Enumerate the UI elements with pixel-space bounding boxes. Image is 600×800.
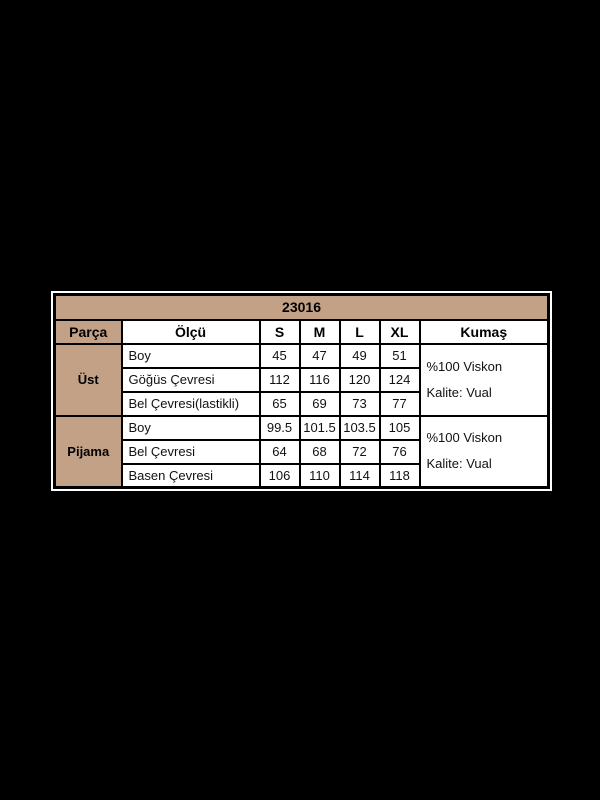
fabric-quality: Kalite: Vual: [426, 384, 492, 400]
product-code: 23016: [53, 293, 550, 321]
column-header-size-l: L: [338, 318, 381, 345]
size-value: 77: [378, 390, 421, 417]
size-value: 51: [378, 342, 421, 369]
column-header-size-xl: XL: [378, 318, 421, 345]
size-value: 105: [378, 414, 421, 441]
column-header-part: Parça: [53, 318, 123, 345]
table-row-code: 23016: [53, 293, 550, 321]
size-value: 101.5: [298, 414, 341, 441]
table-row: Bel Çevresi 64 68 72 76: [55, 438, 549, 465]
size-value: 114: [338, 462, 381, 489]
measure-label: Bel Çevresi(lastikli): [120, 390, 261, 417]
fabric-cell-pijama: %100 Viskon Kalite: Vual: [418, 414, 550, 489]
measure-label: Boy: [120, 342, 261, 369]
size-value: 110: [298, 462, 341, 489]
size-value: 120: [338, 366, 381, 393]
group-label-pijama: Pijama: [53, 414, 123, 489]
size-value: 73: [338, 390, 381, 417]
measure-label: Basen Çevresi: [120, 462, 261, 489]
table-row: Göğüs Çevresi 112 116 120 124: [55, 366, 549, 393]
column-header-fabric: Kumaş: [418, 318, 550, 345]
size-table: 23016 Parça Ölçü S M L XL Kumaş Üst Boy …: [53, 293, 551, 489]
size-value: 116: [298, 366, 341, 393]
size-value: 47: [298, 342, 341, 369]
table-row: Basen Çevresi 106 110 114 118: [55, 462, 549, 489]
size-value: 65: [258, 390, 301, 417]
size-value: 69: [298, 390, 341, 417]
fabric-quality: Kalite: Vual: [426, 456, 492, 472]
size-chart-frame: 23016 Parça Ölçü S M L XL Kumaş Üst Boy …: [51, 291, 553, 491]
measure-label: Bel Çevresi: [120, 438, 261, 465]
size-value: 124: [378, 366, 421, 393]
fabric-composition: %100 Viskon: [426, 430, 503, 446]
table-row: Bel Çevresi(lastikli) 65 69 73 77: [55, 390, 549, 417]
size-value: 103.5: [338, 414, 381, 441]
size-value: 118: [378, 462, 421, 489]
measure-label: Boy: [120, 414, 261, 441]
size-value: 64: [258, 438, 301, 465]
fabric-cell-ust: %100 Viskon Kalite: Vual: [418, 342, 550, 417]
table-row: Üst Boy 45 47 49 51 %100 Viskon Kalite: …: [53, 342, 550, 417]
column-header-measure: Ölçü: [120, 318, 261, 345]
size-value: 112: [258, 366, 301, 393]
table-row: Pijama Boy 99.5 101.5 103.5 105 %100 Vis…: [53, 414, 550, 489]
size-value: 49: [338, 342, 381, 369]
column-header-size-s: S: [258, 318, 301, 345]
size-value: 72: [338, 438, 381, 465]
size-value: 76: [378, 438, 421, 465]
size-value: 99.5: [258, 414, 301, 441]
size-value: 106: [258, 462, 301, 489]
size-value: 45: [258, 342, 301, 369]
column-header-size-m: M: [298, 318, 341, 345]
size-value: 68: [298, 438, 341, 465]
group-label-ust: Üst: [53, 342, 123, 417]
table-header-row: Parça Ölçü S M L XL Kumaş: [53, 318, 550, 345]
measure-label: Göğüs Çevresi: [120, 366, 261, 393]
fabric-composition: %100 Viskon: [426, 358, 503, 374]
